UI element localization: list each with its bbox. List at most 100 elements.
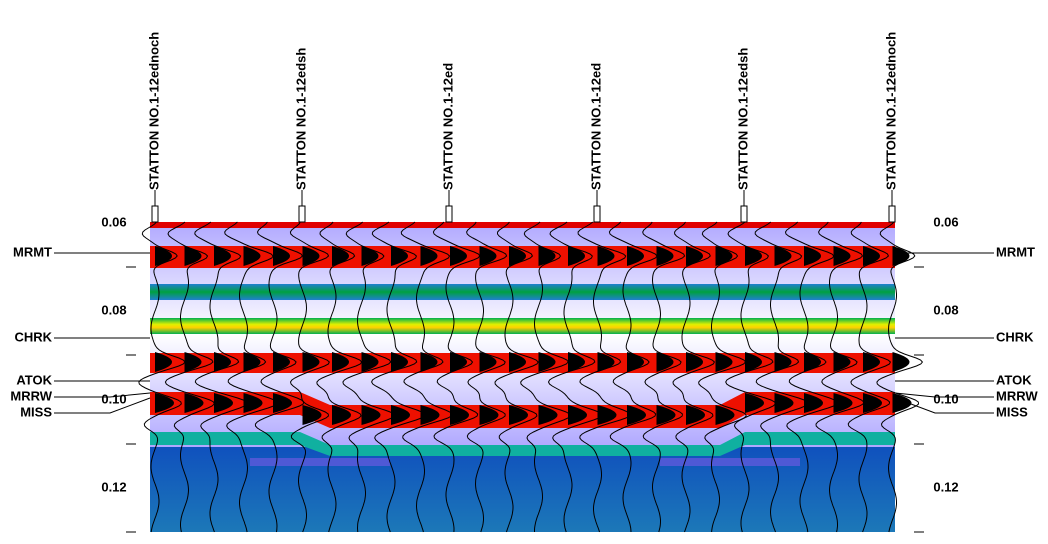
- trace-lobe: [804, 246, 821, 266]
- well-marker: [445, 205, 453, 223]
- wiggle-trace: [371, 221, 426, 533]
- trace-lobe: [686, 405, 705, 425]
- wiggle-trace: [224, 221, 278, 533]
- wiggle-trace: [289, 221, 330, 533]
- trace-lobe: [833, 246, 851, 266]
- wiggle-trace: [642, 221, 686, 533]
- wiggle-trace: [194, 221, 248, 533]
- horizon-label: ATOK: [996, 372, 1032, 387]
- trace-lobe: [450, 246, 467, 266]
- wiggle-trace: [520, 221, 571, 532]
- trace-lobe: [597, 352, 615, 372]
- trace-lobe: [420, 352, 438, 372]
- trace-lobe: [863, 352, 880, 372]
- trace-lobe: [273, 352, 290, 372]
- time-tick-label: 0.06: [933, 214, 958, 229]
- trace-lobe: [774, 352, 792, 372]
- trace-lobe: [184, 246, 202, 266]
- horizon-label: MRRW: [10, 388, 52, 403]
- trace-lobe: [804, 352, 821, 372]
- trace-lobe: [892, 352, 910, 372]
- trace-lobe: [361, 246, 379, 266]
- trace-lobe: [774, 246, 792, 266]
- trace-lobe: [273, 246, 290, 266]
- wiggle-trace: [608, 221, 658, 533]
- well-label: STATTON NO.1-12ednoch: [146, 32, 161, 190]
- trace-lobe: [627, 405, 646, 425]
- trace-lobe: [302, 352, 320, 372]
- wiggle-trace: [138, 221, 186, 533]
- wiggle-trace: [577, 221, 631, 533]
- trace-lobe: [302, 405, 322, 425]
- trace-lobe: [214, 352, 231, 372]
- time-tick-label: 0.10: [101, 391, 126, 406]
- well-label: STATTON NO.1-12ed: [440, 63, 455, 190]
- trace-lobe: [686, 352, 703, 372]
- wiggle-trace: [316, 221, 363, 533]
- time-tick-label: 0.10: [933, 391, 958, 406]
- horizon-label: MISS: [996, 404, 1028, 419]
- trace-lobe: [391, 246, 408, 266]
- trace-lobe: [597, 405, 617, 425]
- trace-lobe: [892, 393, 912, 413]
- wiggle-trace: [466, 221, 508, 533]
- trace-lobe: [745, 393, 764, 413]
- trace-lobe: [509, 352, 526, 372]
- wiggle-trace: [547, 221, 603, 533]
- trace-lobe: [420, 246, 438, 266]
- trace-lobe: [745, 352, 762, 372]
- trace-lobe: [155, 246, 172, 266]
- band: [150, 222, 895, 228]
- trace-lobe: [361, 405, 381, 425]
- trace-lobe: [627, 246, 644, 266]
- trace-lobe: [597, 246, 615, 266]
- trace-lobe: [361, 352, 379, 372]
- trace-lobe: [627, 352, 644, 372]
- well-label: STATTON NO.1-12ednoch: [883, 32, 898, 190]
- wiggle-trace: [432, 221, 481, 533]
- time-tick-label: 0.06: [101, 214, 126, 229]
- trace-lobe: [538, 405, 558, 425]
- trace-lobe: [450, 352, 467, 372]
- wiggle-trace: [725, 221, 776, 533]
- wiggle-trace: [754, 221, 809, 533]
- time-tick-label: 0.08: [933, 302, 958, 317]
- wiggle-trace: [815, 221, 865, 533]
- trace-lobe: [420, 405, 440, 425]
- trace-lobe: [391, 405, 410, 425]
- wiggle-trace: [494, 221, 539, 533]
- band: [250, 458, 390, 466]
- horizon-label: MRMT: [13, 244, 52, 259]
- well-marker: [740, 205, 748, 223]
- trace-lobe: [479, 405, 499, 425]
- horizon-label: MISS: [20, 404, 52, 419]
- time-tick-label: 0.12: [101, 479, 126, 494]
- horizon-line: [894, 397, 994, 414]
- trace-lobe: [833, 352, 851, 372]
- trace-lobe: [243, 246, 261, 266]
- well-label: STATTON NO.1-12edsh: [293, 48, 308, 190]
- well-label: STATTON NO.1-12edsh: [735, 48, 750, 190]
- band: [150, 284, 895, 300]
- trace-lobe: [892, 246, 910, 266]
- trace-lobe: [184, 352, 202, 372]
- band: [150, 318, 895, 334]
- seismic-panel: [138, 221, 924, 533]
- horizon-line: [54, 397, 151, 414]
- trace-lobe: [745, 246, 762, 266]
- labels: STATTON NO.1-12ednoch STATTON NO.1-12edsh…: [10, 32, 1038, 533]
- horizon-label: CHRK: [14, 329, 52, 344]
- trace-lobe: [863, 393, 882, 413]
- trace-lobe: [332, 352, 349, 372]
- trace-lobe: [715, 246, 733, 266]
- well-marker: [151, 205, 159, 223]
- time-tick-label: 0.08: [101, 302, 126, 317]
- horizon-label: ATOK: [16, 372, 52, 387]
- trace-lobe: [686, 246, 703, 266]
- trace-lobe: [509, 246, 526, 266]
- wiggle-trace: [784, 221, 838, 533]
- trace-lobe: [538, 246, 556, 266]
- trace-lobe: [833, 393, 853, 413]
- trace-lobe: [863, 246, 880, 266]
